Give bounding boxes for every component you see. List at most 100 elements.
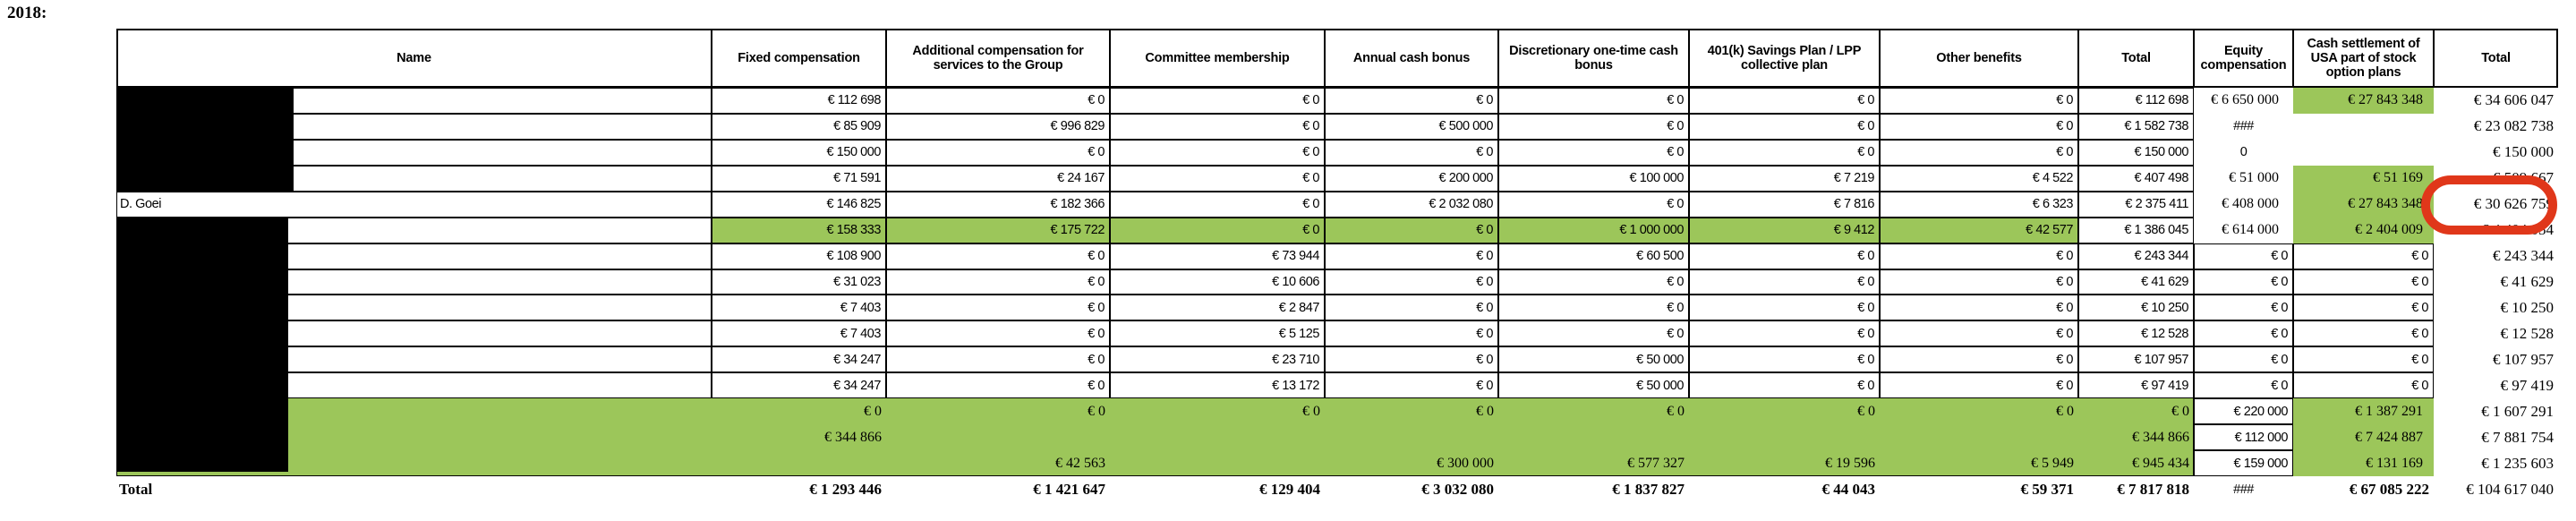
value-cell-r4-additional-compensation-for-services-to-the-group: € 24 167 [886,165,1110,192]
value-cell-r3-total: € 150 000 [2493,143,2554,161]
value-cell-r6-additional-compensation-for-services-to-the-group: € 175 722 [886,217,1110,243]
value-cell-r5-total: € 2 375 411 [2078,191,2194,218]
value-cell-r3-equity-compensation: 0 [2239,145,2248,160]
value-cell-r13-annual-cash-bonus: € 0 [1476,403,1494,419]
value-cell-r11-total: € 107 957 [2493,350,2554,368]
redaction-box [116,88,294,192]
value-cell-r9-additional-compensation-for-services-to-the-group: € 0 [886,295,1110,321]
value-cell-r8-cash-settlement-of-usa-part-of-stock-option-plans: € 0 [2293,269,2434,295]
value-cell-r10-total: € 12 528 [2078,320,2194,347]
value-cell-r9-total: € 10 250 [2500,298,2555,316]
value-cell-r2-equity-compensation: ### [2233,119,2254,134]
value-cell-r15-total: € 945 434 [2132,455,2189,471]
value-cell-r14-discretionary-one-time-cash-bonus [1498,424,1689,450]
value-cell-r10-other-benefits: € 0 [1880,320,2078,347]
value-cell-r5-discretionary-one-time-cash-bonus: € 0 [1498,191,1689,218]
total-cell-total-7: € 7 817 818 [2117,480,2189,498]
value-cell-r9-total: € 10 250 [2078,295,2194,321]
header-cell-cash-settlement-of-usa-part-of-stock-option-plans: Cash settlement of USA part of stock opt… [2293,29,2434,88]
value-cell-r9-committee-membership: € 2 847 [1110,295,1325,321]
value-cell-r14-other-benefits [1880,424,2078,450]
total-cell-discretionary-one-time-cash-bonus-4: € 1 837 827 [1612,480,1685,498]
value-cell-r5-fixed-compensation: € 146 825 [712,191,886,218]
value-cell-r14-fixed-compensation: € 344 866 [824,429,882,445]
value-cell-r7-other-benefits: € 0 [1880,243,2078,269]
value-cell-r14-401-k-savings-plan-lpp-collective-plan [1689,424,1880,450]
value-cell-r9-annual-cash-bonus: € 0 [1325,295,1498,321]
value-cell-r3-401-k-savings-plan-lpp-collective-plan: € 0 [1689,139,1880,166]
value-cell-r7-discretionary-one-time-cash-bonus: € 60 500 [1498,243,1689,269]
value-cell-r9-other-benefits: € 0 [1880,295,2078,321]
value-cell-r1-total: € 34 606 047 [2473,91,2554,109]
value-cell-r6-fixed-compensation: € 158 333 [712,217,886,243]
value-cell-r13-discretionary-one-time-cash-bonus: € 0 [1667,403,1685,419]
value-cell-r1-committee-membership: € 0 [1110,88,1325,114]
value-cell-r8-total: € 41 629 [2500,272,2555,290]
value-cell-r5-401-k-savings-plan-lpp-collective-plan: € 7 816 [1689,191,1880,218]
total-cell-additional-compensation-for-services-to-the-group-1: € 1 421 647 [1033,480,1105,498]
value-cell-r5-annual-cash-bonus: € 2 032 080 [1325,191,1498,218]
highlight-block [116,398,2194,476]
value-cell-r13-additional-compensation-for-services-to-the-group: € 0 [1088,403,1105,419]
value-cell-r6-cash-settlement-of-usa-part-of-stock-option-plans: € 2 404 009 [2293,217,2434,243]
value-cell-r10-additional-compensation-for-services-to-the-group: € 0 [886,320,1110,347]
header-cell-401-k-savings-plan-lpp-collective-plan: 401(k) Savings Plan / LPP collective pla… [1689,29,1880,88]
value-cell-r3-committee-membership: € 0 [1110,139,1325,166]
redaction-box [116,217,288,472]
value-cell-r8-total: € 41 629 [2078,269,2194,295]
header-cell-annual-cash-bonus: Annual cash bonus [1325,29,1498,88]
value-cell-r1-equity-compensation: € 6 650 000 [2211,92,2279,108]
value-cell-r15-equity-compensation: € 159 000 [2194,450,2293,476]
value-cell-r5-other-benefits: € 6 323 [1880,191,2078,218]
value-cell-r14-committee-membership [1110,424,1325,450]
value-cell-r14-annual-cash-bonus [1325,424,1498,450]
value-cell-r11-additional-compensation-for-services-to-the-group: € 0 [886,346,1110,373]
value-cell-r8-additional-compensation-for-services-to-the-group: € 0 [886,269,1110,295]
value-cell-r11-cash-settlement-of-usa-part-of-stock-option-plans: € 0 [2293,346,2434,373]
value-cell-r15-fixed-compensation [712,450,886,476]
name-cell: D. Goei [116,191,712,218]
value-cell-r15-cash-settlement-of-usa-part-of-stock-option-plans: € 131 169 [2293,450,2434,476]
value-cell-r10-equity-compensation: € 0 [2194,320,2293,347]
value-cell-r6-equity-compensation: € 614 000 [2222,222,2279,238]
value-cell-r4-cash-settlement-of-usa-part-of-stock-option-plans: € 51 169 [2293,165,2434,192]
value-cell-r10-total: € 12 528 [2500,324,2555,342]
value-cell-r6-annual-cash-bonus: € 0 [1325,217,1498,243]
value-cell-r13-total: € 1 607 291 [2481,402,2554,420]
value-cell-r10-401-k-savings-plan-lpp-collective-plan: € 0 [1689,320,1880,347]
value-cell-r12-equity-compensation: € 0 [2194,372,2293,399]
value-cell-r12-annual-cash-bonus: € 0 [1325,372,1498,399]
value-cell-r12-401-k-savings-plan-lpp-collective-plan: € 0 [1689,372,1880,399]
value-cell-r13-total: € 0 [2171,403,2189,419]
total-cell-401-k-savings-plan-lpp-collective-plan-5: € 44 043 [1821,480,1876,498]
value-cell-r13-other-benefits: € 0 [2056,403,2074,419]
value-cell-r3-total: € 150 000 [2078,139,2194,166]
value-cell-r15-annual-cash-bonus: € 300 000 [1437,455,1494,471]
header-cell-additional-compensation-for-services-to-the-group: Additional compensation for services to … [886,29,1110,88]
value-cell-r15-401-k-savings-plan-lpp-collective-plan: € 19 596 [1825,455,1875,471]
value-cell-r1-annual-cash-bonus: € 0 [1325,88,1498,114]
value-cell-r1-total: € 112 698 [2078,88,2194,114]
value-cell-r4-total: € 407 498 [2078,165,2194,192]
value-cell-r14-cash-settlement-of-usa-part-of-stock-option-plans: € 7 424 887 [2293,424,2434,451]
value-cell-r13-cash-settlement-of-usa-part-of-stock-option-plans: € 1 387 291 [2293,398,2434,425]
value-cell-r13-committee-membership: € 0 [1302,403,1320,419]
value-cell-r10-discretionary-one-time-cash-bonus: € 0 [1498,320,1689,347]
value-cell-r12-committee-membership: € 13 172 [1110,372,1325,399]
value-cell-r6-other-benefits: € 42 577 [1880,217,2078,243]
header-cell-equity-compensation: Equity compensation [2194,29,2293,88]
value-cell-r4-annual-cash-bonus: € 200 000 [1325,165,1498,192]
value-cell-r15-discretionary-one-time-cash-bonus: € 577 327 [1627,455,1685,471]
total-cell-cash-settlement-of-usa-part-of-stock-option-plans-9: € 67 085 222 [2349,480,2429,498]
value-cell-r2-total: € 1 582 738 [2078,113,2194,140]
header-cell-total: Total [2434,29,2558,88]
total-cell-other-benefits-6: € 59 371 [2020,480,2075,498]
value-cell-r8-fixed-compensation: € 31 023 [712,269,886,295]
value-cell-r6-discretionary-one-time-cash-bonus: € 1 000 000 [1498,217,1689,243]
value-cell-r7-committee-membership: € 73 944 [1110,243,1325,269]
header-cell-total: Total [2078,29,2194,88]
value-cell-r6-total: € 1 386 045 [2078,217,2194,243]
value-cell-r11-total: € 107 957 [2078,346,2194,373]
value-cell-r14-equity-compensation: € 112 000 [2194,424,2293,451]
annotation-circle [2421,175,2557,235]
